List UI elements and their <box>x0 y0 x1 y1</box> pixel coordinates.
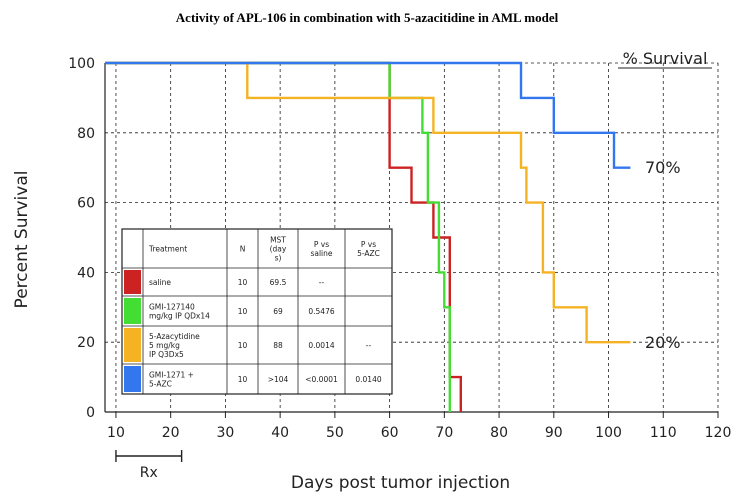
table-color-swatch <box>124 298 141 324</box>
x-axis-label: Days post tumor injection <box>291 473 510 493</box>
label-70-percent: 70% <box>645 158 681 177</box>
series-lines <box>105 61 631 412</box>
table-cell-n: 10 <box>238 341 248 350</box>
label-20-percent: 20% <box>645 333 681 352</box>
x-tick-label: 50 <box>326 425 344 441</box>
table-cell-n: 10 <box>238 307 248 316</box>
x-tick-label: 20 <box>162 425 180 441</box>
x-tick-label: 110 <box>650 425 677 441</box>
x-tick-label: 100 <box>595 425 622 441</box>
table-cell-mst: 69.5 <box>270 278 287 287</box>
series-line <box>105 61 631 169</box>
table-cell-p-azc: 0.0140 <box>355 375 381 384</box>
x-tick-label: 120 <box>705 425 732 441</box>
table-cell-treatment: GMI-1271 + <box>149 371 194 380</box>
table-header-p-azc: P vs <box>361 240 376 249</box>
table-cell-treatment: GMI-127140 <box>149 303 195 312</box>
x-tick-label: 70 <box>435 425 453 441</box>
table-color-swatch <box>124 366 141 392</box>
axes: 10 20 30 40 50 60 70 80 90 100 110 120 0 20 40 60 80 100 D… <box>12 56 731 493</box>
y-axis-label: Percent Survival <box>12 171 32 309</box>
table-cell-mst: 69 <box>273 307 283 316</box>
table-cell-mst: 88 <box>273 341 283 350</box>
y-tick-label: 100 <box>68 56 95 72</box>
chart-title: Activity of APL-106 in combination with … <box>176 10 559 25</box>
y-tick-label: 0 <box>86 405 95 421</box>
x-tick-label: 40 <box>271 425 289 441</box>
table-color-swatch <box>124 270 141 294</box>
table-background <box>121 228 393 395</box>
table-cell-p-saline: <0.0001 <box>305 375 338 384</box>
table-cell-p-azc: -- <box>366 341 372 350</box>
survival-header: % Survival <box>623 49 708 68</box>
table-header-n: N <box>240 245 246 254</box>
table-cell-treatment: 5 mg/kg <box>149 341 180 350</box>
table-cell-treatment: 5-Azacytidine <box>149 332 200 341</box>
y-tick-label: 20 <box>77 335 95 351</box>
table-color-swatch <box>124 328 141 362</box>
table-header-p-saline: saline <box>310 249 332 258</box>
table-cell-n: 10 <box>238 375 248 384</box>
series-line <box>105 61 631 344</box>
table-header-mst: s) <box>275 254 282 263</box>
table-header-p-saline: P vs <box>314 240 329 249</box>
x-tick-label: 90 <box>545 425 563 441</box>
table-header-mst: MST <box>270 236 286 245</box>
table-cell-treatment: mg/kg IP QDx14 <box>149 312 210 321</box>
x-tick-label: 80 <box>490 425 508 441</box>
table-cell-treatment: IP Q3Dx5 <box>149 350 184 359</box>
y-tick-label: 80 <box>77 126 95 142</box>
table-cell-n: 10 <box>238 278 248 287</box>
table-cell-treatment: 5-AZC <box>149 380 172 389</box>
table-cell-p-saline: 0.0014 <box>308 341 334 350</box>
table-cell-p-saline: 0.5476 <box>308 307 334 316</box>
annotations: % Survival 70% 20% Rx <box>115 49 712 481</box>
table-cell-treatment: saline <box>149 278 171 287</box>
x-tick-label: 60 <box>381 425 399 441</box>
table-cell-mst: >104 <box>268 375 289 384</box>
table-cell-p-saline: -- <box>319 278 325 287</box>
table-header-mst: (day <box>270 245 287 254</box>
y-tick-label: 60 <box>77 196 95 212</box>
x-tick-label: 30 <box>216 425 234 441</box>
table-header-p-azc: 5-AZC <box>357 249 380 258</box>
y-tick-label: 40 <box>77 265 95 281</box>
rx-label: Rx <box>140 465 158 481</box>
table-header-treatment: Treatment <box>148 245 187 254</box>
x-tick-label: 10 <box>107 425 125 441</box>
